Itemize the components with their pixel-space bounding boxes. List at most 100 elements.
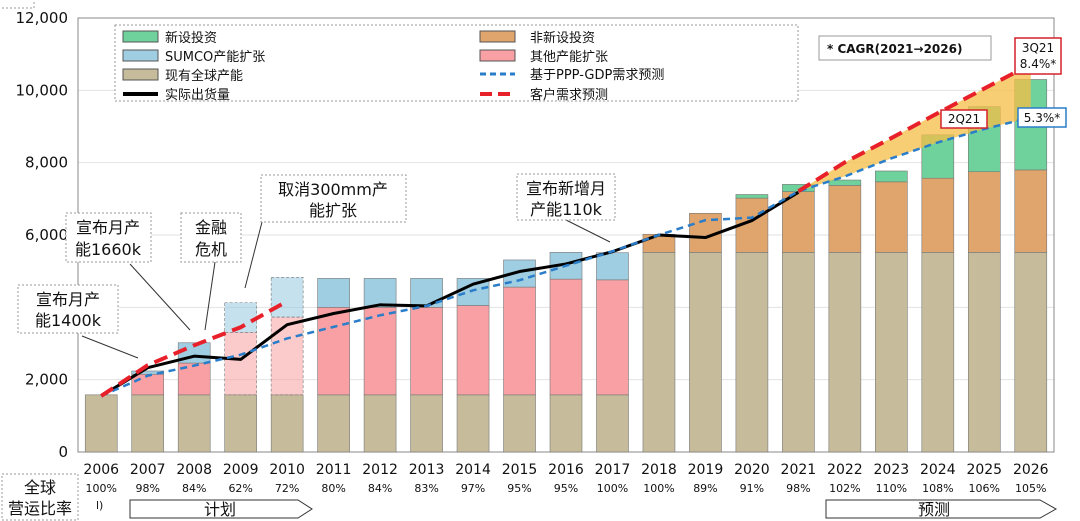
cagr-note-box: [818, 35, 992, 61]
utilization-value: 105%: [1015, 482, 1046, 495]
bar-segment: [224, 394, 257, 453]
utilization-value: 100%: [597, 482, 628, 495]
legend-label-actual-shipments: 实际出货量: [165, 87, 230, 103]
bar-segment: [782, 252, 815, 453]
utilization-value: 89%: [693, 482, 717, 495]
x-tick-label: 2015: [502, 462, 538, 478]
legend-swatch-new-investment: [122, 30, 159, 43]
bar-segment: [596, 252, 629, 281]
callout-crisis-line2: 危机: [195, 240, 227, 259]
x-tick-label: 2013: [409, 462, 445, 478]
callout-110k: 宣布新增月 产能110k: [516, 173, 616, 243]
bar-segment: [596, 279, 629, 396]
utilization-value: 83%: [414, 482, 438, 495]
x-tick-label: 2014: [455, 462, 491, 478]
bar-segment: [177, 394, 211, 453]
footnote-mark: l): [96, 499, 103, 512]
x-tick-label: 2024: [920, 462, 956, 478]
y-tick-label: 0: [58, 443, 68, 461]
legend-swatch-existing-capacity: [122, 68, 159, 81]
legend-swatch-other-expansion: [479, 49, 516, 62]
bar-segment: [270, 277, 304, 318]
utilization-value: 84%: [368, 482, 392, 495]
x-tick-label: 2012: [362, 462, 398, 478]
bar-segment: [828, 252, 862, 453]
x-tick-label: 2021: [781, 462, 817, 478]
bar-segment: [642, 252, 676, 453]
y-tick-label: 12,000: [16, 9, 69, 27]
x-tick-label: 2009: [223, 462, 259, 478]
plan-arrow: [129, 499, 313, 519]
y-tick-label: 6,000: [25, 226, 68, 244]
series-line: [100, 116, 1032, 398]
bar-segment: [317, 278, 350, 308]
utilization-value: 108%: [922, 482, 953, 495]
callout-financial-crisis: 金融 危机: [180, 212, 242, 331]
plan-label: 计划: [204, 500, 236, 519]
utilization-value: 102%: [829, 482, 860, 495]
x-tick-label: 2018: [641, 462, 677, 478]
bar-segment: [270, 316, 304, 396]
bar-segment: [410, 307, 443, 396]
legend-label-customer-forecast: 客户需求预测: [530, 87, 608, 103]
bar-segment: [782, 191, 815, 253]
utilization-value: 100%: [643, 482, 674, 495]
x-tick-label: 2019: [688, 462, 724, 478]
callout-1660k: 宣布月产 能1660k: [65, 212, 191, 331]
x-tick-label: 2025: [966, 462, 1002, 478]
bar-segment: [967, 252, 1001, 453]
utilization-value: 62%: [228, 482, 252, 495]
callout-300mm-line2: 能扩张: [309, 201, 357, 220]
bar-segment: [596, 394, 629, 453]
utilization-value: 97%: [461, 482, 485, 495]
callout-1660k-line2: 能1660k: [75, 240, 142, 259]
utilization-value: 98%: [786, 482, 810, 495]
bar-segment: [503, 394, 536, 453]
cagr-note: * CAGR(2021→2026): [827, 42, 962, 56]
utilization-row-label-1: 全球: [24, 478, 56, 497]
bars: [84, 79, 1048, 453]
legend-label-other-expansion: 其他产能扩张: [530, 50, 608, 65]
bar-segment: [875, 170, 908, 183]
utilization-row-label-box: [1, 473, 79, 521]
bar-segment: [131, 373, 165, 396]
bar-segment: [363, 278, 397, 308]
utilization-value: 106%: [969, 482, 1000, 495]
utilization-value: 95%: [554, 482, 578, 495]
callout-110k-line1: 宣布新增月: [526, 179, 606, 198]
lines: [100, 62, 1032, 398]
forecast-arrow: [825, 499, 1058, 519]
callout-110k-line2: 产能110k: [530, 200, 603, 219]
legend-swatch-sumco-expansion: [122, 49, 159, 62]
bar-segment: [317, 307, 350, 396]
callout-1400k-line2: 能1400k: [35, 311, 102, 330]
legend-label-non-new-investment: 非新设投资: [530, 30, 595, 46]
top-left-box: [0, 0, 35, 9]
bar-segment: [1014, 169, 1048, 253]
bar-segment: [1014, 252, 1048, 453]
bar-segment: [363, 307, 397, 396]
bar-segment: [363, 394, 397, 453]
bar-segment: [828, 179, 862, 186]
bar-segment: [224, 331, 257, 396]
bar-segment: [84, 394, 118, 453]
utilization-row: 100% 98% 84% 62% 72% 80% 84% 83% 97% 95% 95% 100% 10…: [86, 482, 1047, 495]
utilization-value: 72%: [275, 482, 299, 495]
bar-segment: [875, 252, 908, 453]
q2-badge: [940, 109, 988, 129]
bar-segment: [921, 252, 955, 453]
x-tick-label: 2020: [734, 462, 770, 478]
series-line: [100, 299, 289, 398]
bar-segment: [921, 177, 955, 253]
bar-segment: [270, 394, 304, 453]
q3-badge: [1014, 37, 1062, 75]
bar-segment: [735, 194, 769, 199]
forecast-label: 预测: [918, 500, 950, 519]
x-tick-label: 2023: [874, 462, 910, 478]
legend-label-ppp-gdp-forecast: 基于PPP-GDP需求预测: [530, 68, 664, 83]
callout-1400k-line1: 宣布月产: [36, 290, 100, 309]
x-tick-label: 2006: [83, 462, 119, 478]
callout-cancel-300mm: 取消300mm产 能扩张: [244, 174, 407, 289]
